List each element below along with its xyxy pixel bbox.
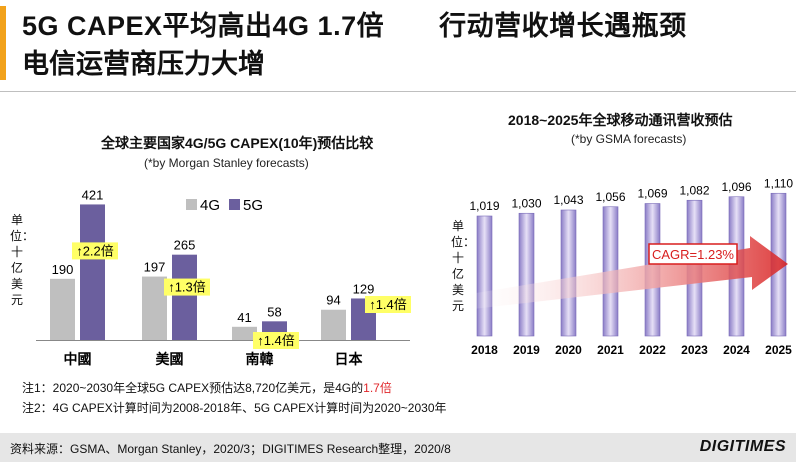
source-text: 资料来源：GSMA、Morgan Stanley，2020/3；DIGITIME… xyxy=(10,442,451,456)
column-2019 xyxy=(518,212,535,337)
left-chart-title: 全球主要国家4G/5G CAPEX(10年)预估比较 xyxy=(101,135,374,151)
bar-5g-0 xyxy=(80,204,105,340)
page-title-line2: 电信运营商压力大增 xyxy=(22,49,265,79)
cagr-badge xyxy=(648,243,738,265)
cagr-arrow xyxy=(464,236,788,310)
year-label-2018: 2018 xyxy=(471,343,498,357)
category-label-3: 日本 xyxy=(335,351,364,367)
year-label-2021: 2021 xyxy=(597,343,624,357)
value-label-2021: 1,056 xyxy=(595,190,625,204)
data-label-5g-0: 421 xyxy=(82,187,104,202)
right-chart-title: 2018~2025年全球移动通讯营收预估 xyxy=(508,112,733,128)
legend-label-5g: 5G xyxy=(243,197,263,214)
ratio-badge-2 xyxy=(253,332,299,349)
bar-5g-1 xyxy=(172,254,197,340)
column-2020 xyxy=(560,209,577,337)
bar-4g-2 xyxy=(232,326,257,340)
ratio-badge-0 xyxy=(72,242,118,260)
value-label-2023: 1,082 xyxy=(679,183,709,197)
note-1-highlight: 1.7倍 xyxy=(363,381,392,395)
note-1: 注1：2020~2030年全球5G CAPEX预估达8,720亿美元，是4G的1… xyxy=(22,381,392,395)
year-label-2020: 2020 xyxy=(555,343,582,357)
value-label-2020: 1,043 xyxy=(553,193,583,207)
legend-swatch-5g xyxy=(229,199,240,210)
bar-4g-1 xyxy=(142,276,167,340)
left-chart-subtitle: (*by Morgan Stanley forecasts) xyxy=(144,156,309,170)
legend-swatch-4g xyxy=(186,199,197,210)
value-label-2025: 1,110 xyxy=(764,176,793,190)
category-label-2: 南韓 xyxy=(246,351,274,367)
data-label-4g-2: 41 xyxy=(237,310,251,325)
category-label-0: 中國 xyxy=(64,351,92,367)
data-label-4g-1: 197 xyxy=(144,260,166,275)
value-label-2019: 1,030 xyxy=(511,196,541,210)
bar-4g-0 xyxy=(50,278,75,340)
digitimes-logo: DIGITIMES xyxy=(699,438,786,455)
ratio-label-2: ↑1.4倍 xyxy=(257,333,295,348)
year-label-2022: 2022 xyxy=(639,343,666,357)
year-label-2019: 2019 xyxy=(513,343,540,357)
cagr-label: CAGR=1.23% xyxy=(652,247,734,262)
year-label-2023: 2023 xyxy=(681,343,708,357)
ratio-label-1: ↑1.3倍 xyxy=(168,280,206,295)
left-chart: 4G 5G 190 421 中國 ↑2.2倍 197 265 美國 ↑1.3倍 41 58 南韓 ↑1.4… xyxy=(36,187,411,367)
value-label-2022: 1,069 xyxy=(637,187,667,201)
year-label-2025: 2025 xyxy=(765,343,792,357)
header-divider xyxy=(0,91,796,92)
value-label-2018: 1,019 xyxy=(469,199,499,213)
category-label-1: 美國 xyxy=(156,351,184,367)
data-label-4g-3: 94 xyxy=(326,293,340,308)
footer: 资料来源：GSMA、Morgan Stanley，2020/3；DIGITIME… xyxy=(0,433,796,462)
right-chart: 1,019 2018 1,030 2019 1,043 2020 1,056 2021 1,06… xyxy=(464,176,793,357)
ratio-label-0: ↑2.2倍 xyxy=(76,243,114,258)
ratio-label-3: ↑1.4倍 xyxy=(369,297,407,312)
note-2: 注2：4G CAPEX计算时间为2008-2018年、5G CAPEX计算时间为… xyxy=(22,401,447,415)
ratio-badge-3 xyxy=(365,296,411,313)
bar-4g-3 xyxy=(321,309,346,340)
data-label-5g-2: 58 xyxy=(267,304,281,319)
year-label-2024: 2024 xyxy=(723,343,750,357)
data-label-4g-0: 190 xyxy=(52,262,74,277)
title-accent-bar xyxy=(0,6,6,80)
column-2018 xyxy=(476,215,493,337)
value-label-2024: 1,096 xyxy=(721,180,751,194)
data-label-5g-1: 265 xyxy=(174,238,196,253)
data-label-5g-3: 129 xyxy=(353,281,375,296)
ratio-badge-1 xyxy=(164,278,210,296)
legend-label-4g: 4G xyxy=(200,197,220,214)
page-title: 5G CAPEX平均高出4G 1.7倍 行动营收增长遇瓶颈 xyxy=(22,11,687,41)
right-chart-subtitle: (*by GSMA forecasts) xyxy=(571,132,687,146)
